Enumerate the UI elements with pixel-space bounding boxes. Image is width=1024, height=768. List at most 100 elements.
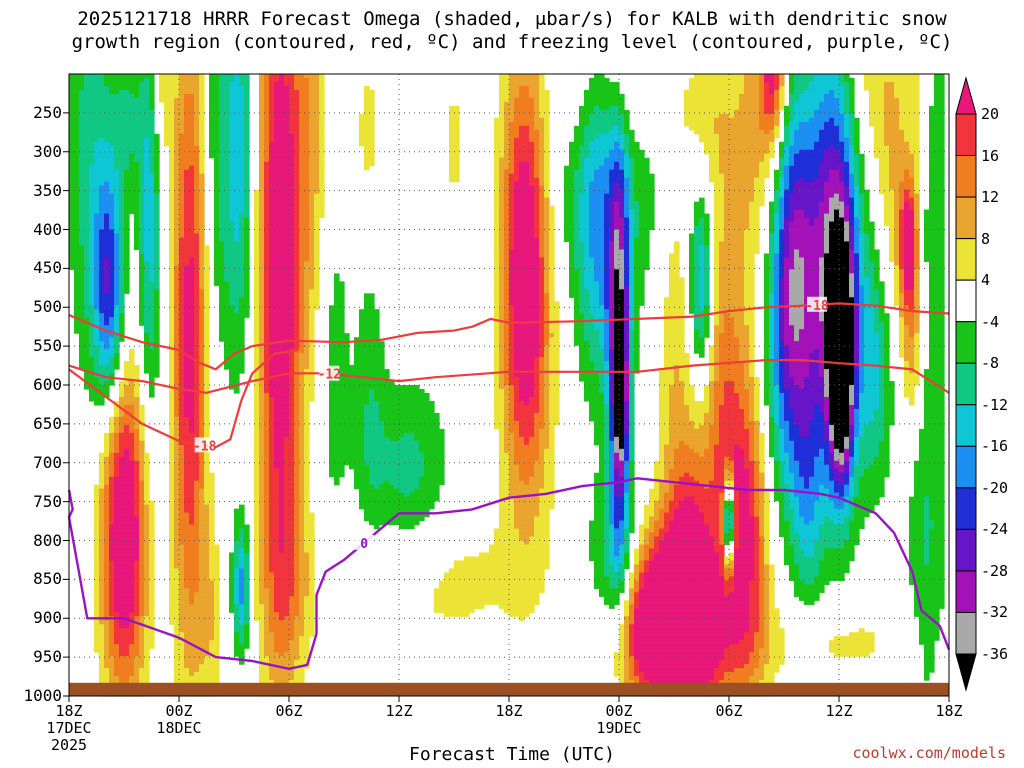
omega-cell bbox=[844, 193, 850, 199]
omega-cell bbox=[539, 201, 545, 207]
omega-cell bbox=[364, 157, 375, 163]
omega-cell bbox=[734, 321, 745, 326]
omega-cell bbox=[574, 169, 585, 175]
omega-cell bbox=[929, 137, 945, 143]
omega-cell bbox=[634, 277, 645, 282]
omega-cell bbox=[589, 181, 610, 187]
omega-cell bbox=[319, 149, 325, 155]
omega-cell bbox=[94, 225, 105, 231]
omega-cell bbox=[864, 257, 870, 262]
omega-cell bbox=[69, 141, 80, 147]
omega-cell bbox=[264, 365, 270, 370]
omega-cell bbox=[704, 301, 710, 306]
omega-cell bbox=[689, 233, 695, 239]
omega-cell bbox=[619, 129, 625, 135]
omega-cell bbox=[749, 349, 755, 354]
omega-cell bbox=[134, 217, 140, 223]
omega-cell bbox=[859, 285, 865, 290]
omega-cell bbox=[859, 361, 865, 366]
omega-cell bbox=[824, 345, 855, 350]
omega-cell bbox=[149, 277, 155, 282]
omega-cell bbox=[914, 333, 920, 338]
omega-cell bbox=[509, 333, 515, 338]
omega-cell bbox=[314, 257, 320, 262]
omega-cell bbox=[694, 217, 700, 223]
omega-cell bbox=[699, 133, 720, 139]
omega-cell bbox=[499, 157, 510, 163]
omega-cell bbox=[849, 249, 855, 255]
omega-cell bbox=[109, 337, 115, 342]
omega-cell bbox=[864, 357, 880, 362]
omega-cell bbox=[329, 365, 385, 370]
omega-cell bbox=[509, 249, 540, 255]
omega-cell bbox=[214, 157, 220, 163]
omega-cell bbox=[874, 273, 880, 278]
omega-cell bbox=[214, 177, 220, 183]
omega-cell bbox=[364, 145, 375, 151]
omega-cell bbox=[229, 281, 245, 286]
omega-cell bbox=[299, 325, 305, 330]
omega-cell bbox=[589, 205, 605, 211]
omega-cell bbox=[774, 74, 780, 79]
omega-cell bbox=[94, 341, 105, 346]
omega-cell bbox=[884, 117, 900, 123]
omega-cell bbox=[854, 369, 860, 374]
omega-cell bbox=[299, 341, 305, 346]
omega-cell bbox=[144, 337, 150, 342]
omega-cell bbox=[504, 381, 510, 386]
omega-cell bbox=[634, 197, 655, 203]
omega-cell bbox=[514, 193, 535, 199]
omega-cell bbox=[884, 193, 895, 199]
omega-cell bbox=[219, 305, 235, 310]
omega-cell bbox=[269, 241, 295, 247]
omega-cell bbox=[264, 165, 270, 171]
omega-cell bbox=[239, 77, 250, 83]
omega-cell bbox=[844, 225, 850, 231]
omega-cell bbox=[269, 369, 290, 374]
omega-cell bbox=[94, 233, 100, 239]
omega-cell bbox=[864, 377, 880, 382]
omega-cell bbox=[539, 245, 545, 251]
omega-cell bbox=[624, 157, 630, 163]
omega-cell bbox=[364, 97, 375, 103]
omega-cell bbox=[69, 265, 85, 270]
omega-cell bbox=[139, 277, 145, 282]
omega-cell bbox=[204, 257, 210, 262]
omega-cell bbox=[824, 257, 850, 262]
omega-cell bbox=[604, 157, 625, 163]
omega-cell bbox=[889, 233, 895, 239]
omega-cell bbox=[244, 277, 250, 282]
omega-cell bbox=[544, 217, 550, 223]
omega-cell bbox=[624, 273, 630, 278]
omega-cell bbox=[539, 133, 545, 139]
omega-cell bbox=[514, 165, 520, 171]
omega-cell bbox=[514, 365, 535, 370]
omega-cell bbox=[154, 345, 160, 350]
omega-cell bbox=[914, 265, 920, 270]
omega-cell bbox=[544, 361, 550, 366]
omega-cell bbox=[304, 329, 310, 334]
omega-cell bbox=[694, 273, 700, 278]
omega-cell bbox=[194, 209, 200, 215]
omega-cell bbox=[259, 325, 265, 330]
omega-cell bbox=[114, 337, 120, 342]
omega-cell bbox=[504, 277, 510, 282]
omega-cell bbox=[269, 117, 275, 123]
omega-cell bbox=[544, 305, 550, 310]
omega-cell bbox=[109, 273, 115, 278]
omega-cell bbox=[504, 153, 510, 159]
omega-cell bbox=[549, 261, 555, 266]
omega-cell bbox=[194, 365, 200, 370]
omega-cell bbox=[774, 297, 780, 302]
omega-cell bbox=[694, 345, 705, 350]
omega-cell bbox=[294, 133, 300, 139]
omega-cell bbox=[629, 261, 635, 266]
omega-cell bbox=[769, 225, 775, 231]
omega-cell bbox=[929, 145, 945, 151]
omega-cell bbox=[504, 185, 510, 191]
omega-cell bbox=[269, 85, 275, 91]
omega-cell bbox=[789, 157, 795, 163]
omega-cell bbox=[784, 309, 790, 314]
omega-cell bbox=[114, 145, 145, 151]
omega-cell bbox=[784, 193, 790, 199]
